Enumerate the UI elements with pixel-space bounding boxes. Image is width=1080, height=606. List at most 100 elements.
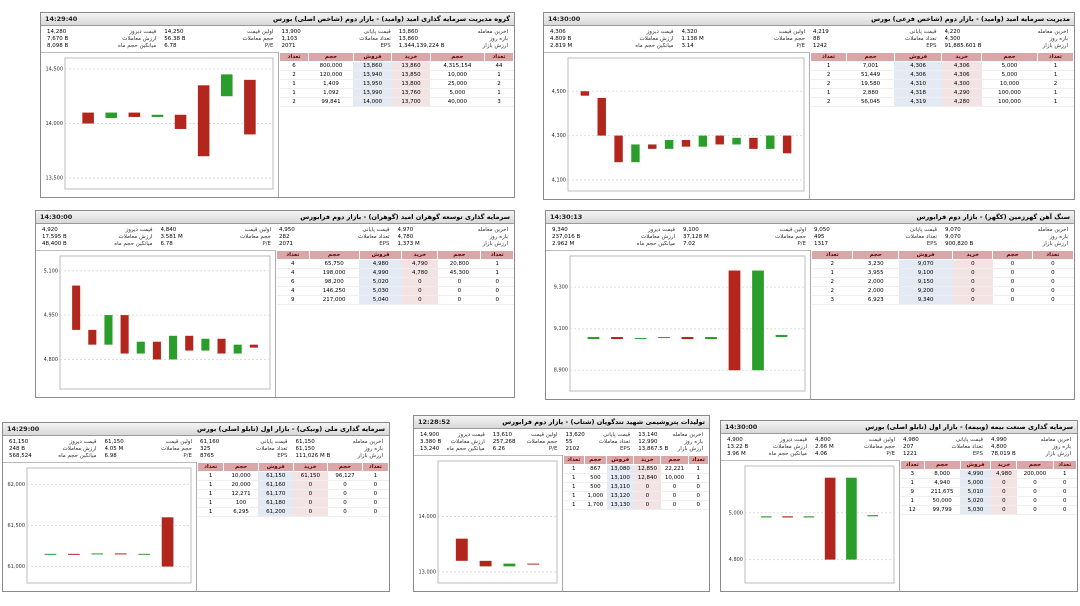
window-title: گروه مدیریت سرمایه گذاری امید (وامید) - … [273, 15, 510, 23]
y-tick-label: 4,300 [552, 133, 566, 139]
info-value: 495 [814, 234, 825, 240]
order-cell: 0 [992, 295, 1033, 305]
info-item: آخرین معامله 61,150 [296, 439, 384, 445]
info-value: 6.78 [164, 43, 177, 49]
column-header: فروش [257, 462, 294, 472]
column-header: فروش [959, 460, 992, 470]
info-value: 207 [903, 444, 914, 450]
order-cell: 1 [279, 88, 309, 98]
info-item: قیمت دیروز 4,900 [727, 437, 807, 443]
order-cell: 1 [563, 491, 585, 501]
column-header: تعداد [279, 52, 310, 62]
y-tick-label: 61,500 [8, 523, 26, 529]
info-grid: آخرین معامله 9,070 قیمت پایانی 9,050 اولین ق… [546, 224, 1074, 251]
order-cell: 61,150 [293, 471, 328, 481]
order-cell: 0 [1032, 259, 1074, 269]
candle [503, 563, 516, 567]
info-label: میانگین حجم ماه [114, 241, 153, 247]
info-item: اولین قیمت 4,320 [682, 29, 806, 35]
order-cell: 4,300 [941, 79, 982, 89]
plot-area [59, 255, 271, 390]
title-bar: سنگ آهن گهرزمین (کگهر) - بازار دوم فرابو… [546, 211, 1074, 224]
order-cell: 2 [810, 70, 847, 80]
order-cell: 0 [293, 480, 328, 490]
candle [715, 135, 724, 145]
order-cell: 0 [293, 489, 328, 499]
info-value: 4,219 [813, 29, 829, 35]
order-row: 1 100,000 4,280 4,319 56,045 2 [810, 97, 1074, 107]
info-label: میانگین حجم ماه [117, 43, 157, 49]
candle [631, 144, 640, 163]
order-cell: 1 [1037, 97, 1074, 107]
header-row: تعداد حجم خرید فروش حجم تعداد [811, 250, 1074, 260]
candle [658, 337, 670, 339]
order-cell: 61,150 [258, 471, 294, 481]
info-value: 8,098 B [47, 43, 69, 49]
info-label: قیمت دیروز [69, 439, 97, 445]
order-cell: 0 [1053, 478, 1077, 488]
info-value: 4,300 [944, 36, 961, 42]
column-header: حجم [846, 52, 895, 62]
order-cell: 4,990 [359, 268, 402, 278]
order-cell: 20,000 [223, 480, 259, 490]
order-cell: 0 [952, 259, 993, 269]
info-label: اولین قیمت [779, 227, 806, 233]
order-book: تعداد حجم خرید فروش حجم تعداد 1 20,800 4,790 4,98… [276, 250, 514, 397]
info-label: میانگین حجم ماه [768, 451, 807, 457]
order-cell: 0 [990, 487, 1017, 497]
order-cell: 56,045 [846, 97, 895, 107]
order-cell: 100,000 [981, 88, 1038, 98]
order-row: 1 5,000 4,306 4,306 51,449 2 [810, 70, 1074, 80]
info-value: 4,306 [550, 29, 566, 35]
order-cell: 0 [480, 295, 514, 305]
info-item: تعداد معاملات 495 [814, 234, 937, 240]
price-chart: 61,000 61,500 62,000 [8, 462, 197, 591]
info-label: میانگین حجم ماه [446, 446, 485, 452]
order-cell: 0 [362, 498, 389, 508]
info-value: 9,100 [683, 227, 699, 233]
info-grid: آخرین معامله 4,990 قیمت پایانی 4,980 اولین ق… [721, 434, 1077, 461]
info-item: ارزش بازار 78,019 B [991, 451, 1071, 457]
order-cell: 2,880 [846, 88, 895, 98]
bottom-area: 4,800 5,000 تعداد حجم خرید فروش حجم تعداد 1 200,0… [721, 460, 1077, 591]
column-header: تعداد [276, 250, 310, 260]
column-header: حجم [852, 250, 900, 260]
order-cell: 61,180 [258, 498, 294, 508]
order-cell: 4,990 [960, 469, 991, 479]
order-cell: 200,000 [1016, 469, 1054, 479]
order-row: 0 0 0 9,150 2,000 2 [811, 277, 1074, 287]
order-cell: 61,160 [258, 480, 294, 490]
info-value: 3.380 B [420, 439, 442, 445]
order-cell: 0 [362, 489, 389, 499]
candle [82, 112, 94, 124]
order-cell: 0 [1053, 496, 1077, 506]
candle [698, 135, 708, 147]
candle [728, 270, 741, 371]
column-header: حجم [223, 462, 259, 472]
order-book: تعداد حجم خرید فروش حجم تعداد 1 200,000 4,980 4,9… [900, 460, 1077, 591]
info-label: بازه روز [1049, 234, 1068, 240]
info-item: قیمت دیروز 4,920 [42, 227, 153, 233]
order-cell: 13,860 [353, 61, 392, 71]
order-cell: 9 [276, 295, 310, 305]
info-item: P/E 4.06 [815, 451, 895, 457]
candle [587, 337, 600, 340]
info-label: P/E [264, 43, 274, 49]
info-item: P/E 6.98 [105, 453, 193, 459]
info-item: تعداد معاملات 325 [200, 446, 288, 452]
order-cell: 0 [362, 480, 389, 490]
info-label: قیمت دیروز [780, 437, 807, 443]
info-label: حجم معاملات [863, 444, 895, 450]
candle [88, 329, 97, 345]
order-cell: 20,800 [437, 259, 481, 269]
info-item: بازه روز 9,070 [945, 234, 1068, 240]
info-value: 14,280 [47, 29, 67, 35]
candle [104, 315, 113, 345]
header-row: تعداد حجم خرید فروش حجم تعداد [900, 460, 1077, 470]
info-value: 7,670 B [47, 36, 69, 42]
order-cell: 0 [992, 259, 1033, 269]
info-value: 4,320 [681, 29, 698, 35]
order-cell: 1 [688, 464, 709, 474]
info-value: 6.26 [492, 446, 505, 452]
order-cell: 1 [563, 473, 585, 483]
